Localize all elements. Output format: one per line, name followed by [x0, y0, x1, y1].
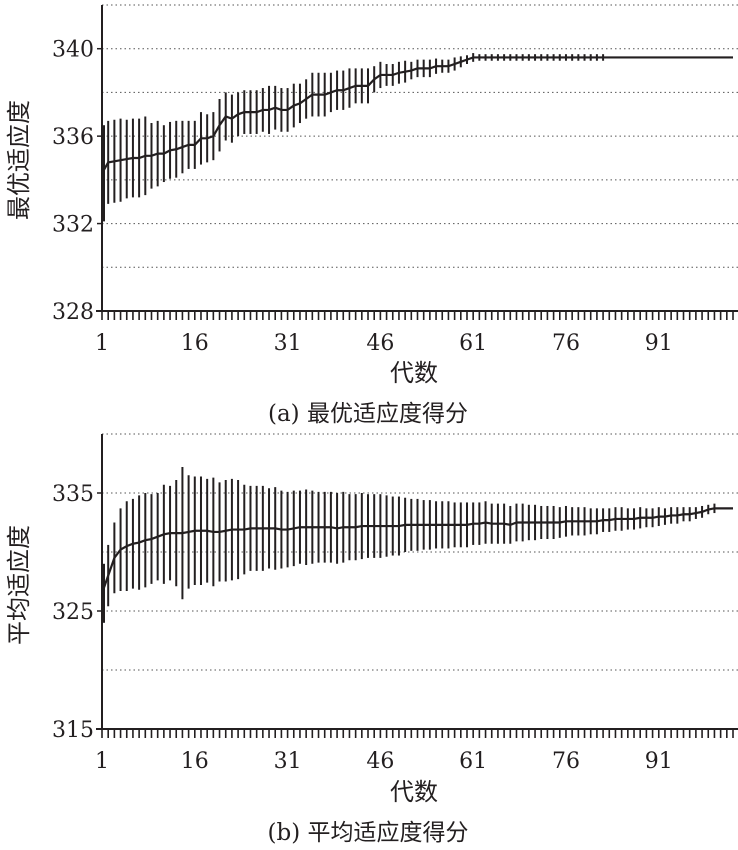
- x-tick-label: 31: [274, 749, 302, 774]
- x-tick-label: 61: [459, 749, 487, 774]
- x-tick-label: 16: [181, 331, 209, 356]
- x-tick-label: 46: [366, 331, 394, 356]
- y-axis-label: 平均适应度: [5, 525, 33, 645]
- x-tick-label: 91: [645, 331, 673, 356]
- mean-line: [101, 56, 733, 174]
- x-tick-label: 76: [552, 749, 580, 774]
- x-axis-label: 代数: [390, 778, 438, 806]
- mean-line: [100, 507, 733, 594]
- x-tick-label: 31: [274, 331, 302, 356]
- y-tick-label: 332: [52, 213, 94, 238]
- x-tick-label: 1: [95, 749, 109, 774]
- x-tick-label: 76: [552, 331, 580, 356]
- y-tick-label: 335: [52, 482, 94, 507]
- x-tick-label: 91: [645, 749, 673, 774]
- y-tick-label: 336: [52, 125, 94, 150]
- x-tick-label: 1: [95, 331, 109, 356]
- y-tick-label: 315: [52, 718, 94, 743]
- x-tick-label: 61: [459, 331, 487, 356]
- y-axis-label: 最优适应度: [5, 100, 33, 220]
- y-tick-label: 328: [52, 300, 94, 325]
- chart-caption: (b) 平均适应度得分: [268, 820, 469, 846]
- panel-best-fitness: 最优适应度 代数 (a) 最优适应度得分 328 332 336 340 1 16 31 46…: [5, 4, 738, 427]
- y-tick-label: 340: [52, 38, 94, 63]
- y-tick-label: 325: [52, 600, 94, 625]
- chart-caption: (a) 最优适应度得分: [268, 401, 468, 427]
- panel-average-fitness: 平均适应度 代数 (b) 平均适应度得分 315 325 335 1 16 31 46 61 7…: [5, 433, 738, 846]
- x-tick-label: 16: [181, 749, 209, 774]
- x-axis-label: 代数: [390, 359, 438, 387]
- x-tick-label: 46: [366, 749, 394, 774]
